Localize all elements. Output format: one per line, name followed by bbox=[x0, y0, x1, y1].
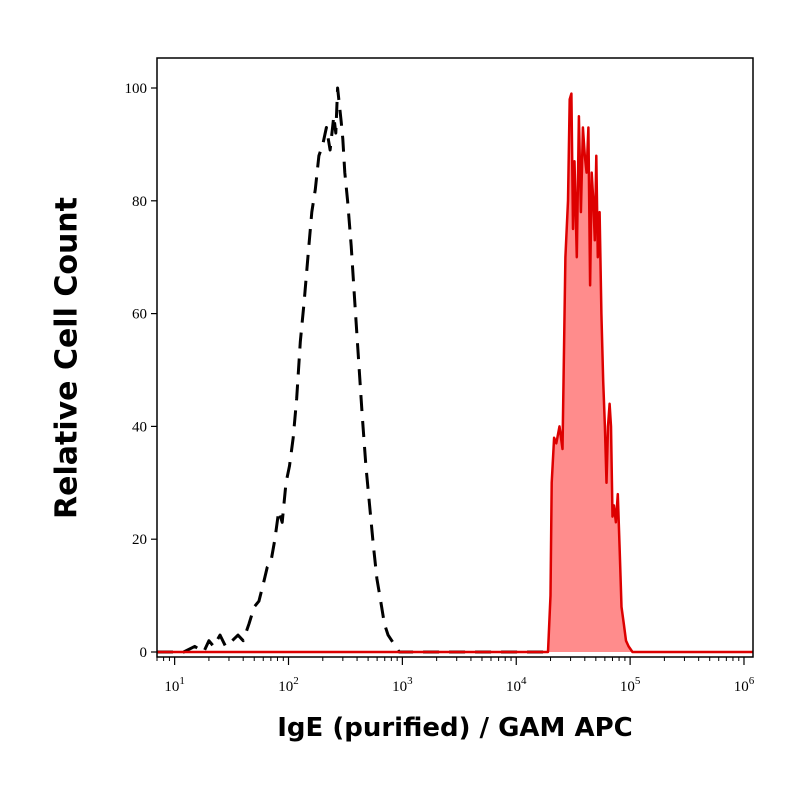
series-2-area bbox=[157, 93, 753, 653]
x-tick-label: 104 bbox=[506, 675, 527, 695]
y-tick-label: 60 bbox=[132, 307, 147, 323]
series-1-line bbox=[157, 86, 551, 654]
x-tick-label: 106 bbox=[734, 675, 755, 695]
y-tick-label: 80 bbox=[132, 194, 147, 210]
y-tick-label: 20 bbox=[132, 532, 147, 548]
y-tick-label: 40 bbox=[132, 419, 147, 435]
series-2-line bbox=[157, 92, 753, 654]
series-layer bbox=[157, 86, 753, 654]
ticks-layer: 0 20 40 60 80 100 101 102 103 104 105 106 bbox=[125, 81, 755, 695]
x-tick-label: 105 bbox=[620, 675, 641, 695]
x-tick-label: 101 bbox=[164, 675, 185, 695]
y-axis-title: Relative Cell Count bbox=[50, 197, 85, 519]
y-tick-label: 0 bbox=[140, 645, 148, 661]
x-axis-title: IgE (purified) / GAM APC bbox=[277, 713, 632, 743]
plot-frame bbox=[156, 57, 754, 658]
x-tick-label: 102 bbox=[278, 675, 299, 695]
y-tick-label: 100 bbox=[125, 81, 148, 97]
x-tick-label: 103 bbox=[392, 675, 413, 695]
